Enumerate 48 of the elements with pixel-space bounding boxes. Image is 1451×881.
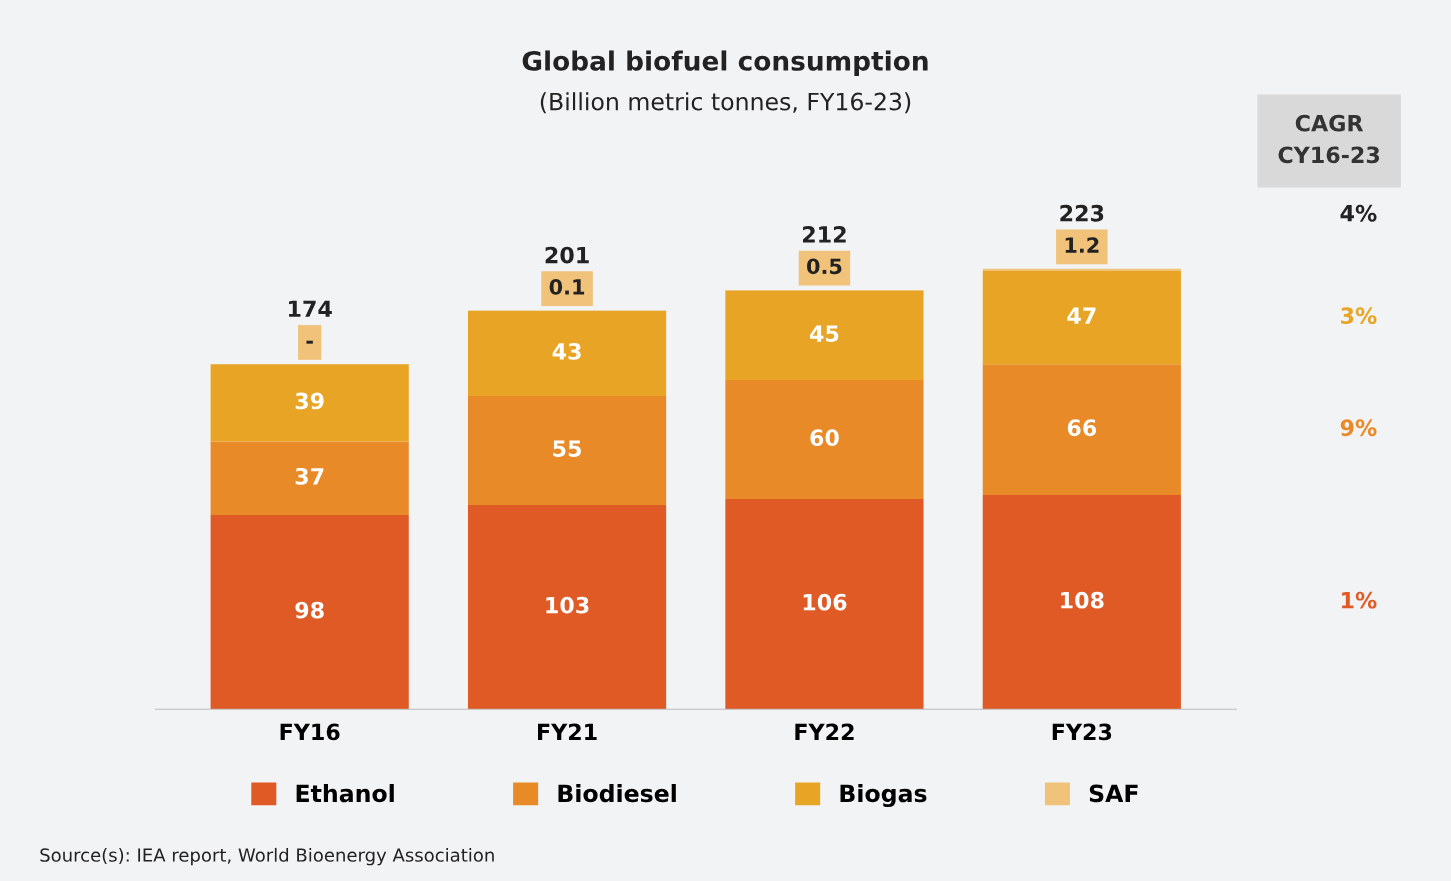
bar [982, 495, 1181, 710]
data-label: 103 [546, 596, 589, 614]
legend-label: SAF [1089, 784, 1138, 803]
data-label: 1.2 [1065, 237, 1099, 253]
bar [467, 505, 667, 710]
data-label: 106 [803, 593, 847, 611]
bar [210, 364, 409, 442]
bar [982, 271, 1181, 365]
data-label: 98 [295, 601, 324, 619]
x-tick-label: FY16 [280, 723, 340, 741]
total-label: 212 [803, 226, 846, 243]
data-label: 60 [810, 429, 839, 447]
data-label: 0.5 [806, 258, 842, 275]
chart-title: Global biofuel consumption [522, 50, 928, 76]
data-label: 45 [809, 325, 839, 342]
x-tick-label: FY22 [795, 723, 854, 740]
text: CAGR CY16-23 [1278, 114, 1380, 164]
data-label: 0.1 [549, 279, 585, 295]
data-label: - [306, 340, 313, 344]
total-label: 201 [545, 246, 589, 264]
bar [982, 364, 1181, 496]
bar [467, 310, 667, 396]
bar [210, 441, 409, 515]
total-label: 223 [1060, 204, 1104, 222]
text: 4% [1340, 204, 1377, 222]
text: 9% [1340, 419, 1377, 437]
legend-label: Ethanol [296, 784, 394, 803]
data-label: 55 [553, 440, 581, 457]
data-label: 39 [295, 392, 324, 410]
chart-subtitle: (Billion metric tonnes, FY16-23) [540, 92, 911, 114]
text: 3% [1341, 307, 1377, 325]
data-label: 43 [552, 342, 581, 360]
legend-label: Biogas [840, 784, 927, 808]
data-label: 37 [295, 467, 324, 485]
bar [725, 290, 924, 381]
text: 1% [1342, 591, 1377, 609]
bar [467, 395, 667, 506]
x-tick-label: FY21 [538, 723, 597, 740]
total-label: 174 [289, 300, 332, 317]
x-tick-label: FY23 [1052, 723, 1112, 741]
bar [210, 514, 409, 710]
bar [725, 380, 924, 500]
data-label: 47 [1067, 307, 1096, 324]
data-label: 108 [1061, 591, 1104, 609]
legend-label: Biodiesel [558, 784, 676, 803]
bar [725, 499, 924, 710]
data-label: 66 [1067, 419, 1097, 437]
source-note: Source(s): IEA report, World Bioenergy Association [40, 847, 494, 866]
